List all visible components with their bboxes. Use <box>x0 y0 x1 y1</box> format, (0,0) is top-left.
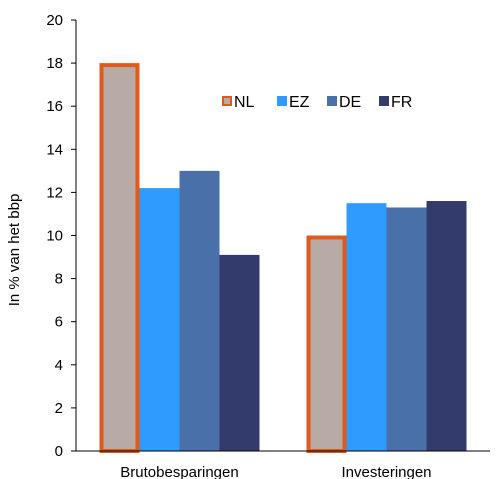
legend-label-de: DE <box>339 94 361 111</box>
y-tick-label-7: 14 <box>46 141 63 158</box>
y-tick-label-4: 8 <box>55 271 63 288</box>
y-tick-label-6: 12 <box>46 184 63 201</box>
bar-de-1 <box>386 207 427 451</box>
axes <box>75 20 490 452</box>
y-axis-ticks: 0 2 4 6 8 10 12 14 16 18 20 <box>46 12 76 460</box>
y-tick-label-1: 2 <box>55 400 63 417</box>
bar-fr-0 <box>219 254 260 451</box>
legend-label-ez: EZ <box>289 94 310 111</box>
x-category-label-0: Brutobesparingen <box>120 464 238 479</box>
bar-fr-1 <box>426 201 467 451</box>
legend: NL EZ DE FR <box>222 94 412 111</box>
y-tick-label-9: 18 <box>46 55 63 72</box>
legend-swatch-de <box>327 96 337 106</box>
y-tick-label-0: 0 <box>55 443 63 460</box>
bar-de-0 <box>179 170 220 451</box>
legend-swatch-fr <box>379 96 389 106</box>
bar-nl-0 <box>99 63 140 453</box>
y-tick-label-8: 16 <box>46 98 63 115</box>
legend-label-fr: FR <box>391 94 412 111</box>
x-axis-category-labels: Brutobesparingen Investeringen <box>120 464 431 479</box>
y-tick-label-2: 4 <box>55 357 63 374</box>
legend-swatch-nl <box>222 96 232 106</box>
y-tick-label-10: 20 <box>46 12 63 29</box>
y-axis-title: In % van het bbp <box>6 194 23 307</box>
y-axis-title-group: In % van het bbp <box>6 194 23 307</box>
bars <box>99 63 467 453</box>
bar-nl-1 <box>306 235 347 453</box>
legend-swatch-ez <box>277 96 287 106</box>
bar-ez-1 <box>346 203 387 451</box>
legend-label-nl: NL <box>234 94 255 111</box>
y-tick-label-3: 6 <box>55 314 63 331</box>
x-category-label-1: Investeringen <box>341 464 431 479</box>
y-tick-label-5: 10 <box>46 228 63 245</box>
bar-ez-0 <box>139 188 180 451</box>
